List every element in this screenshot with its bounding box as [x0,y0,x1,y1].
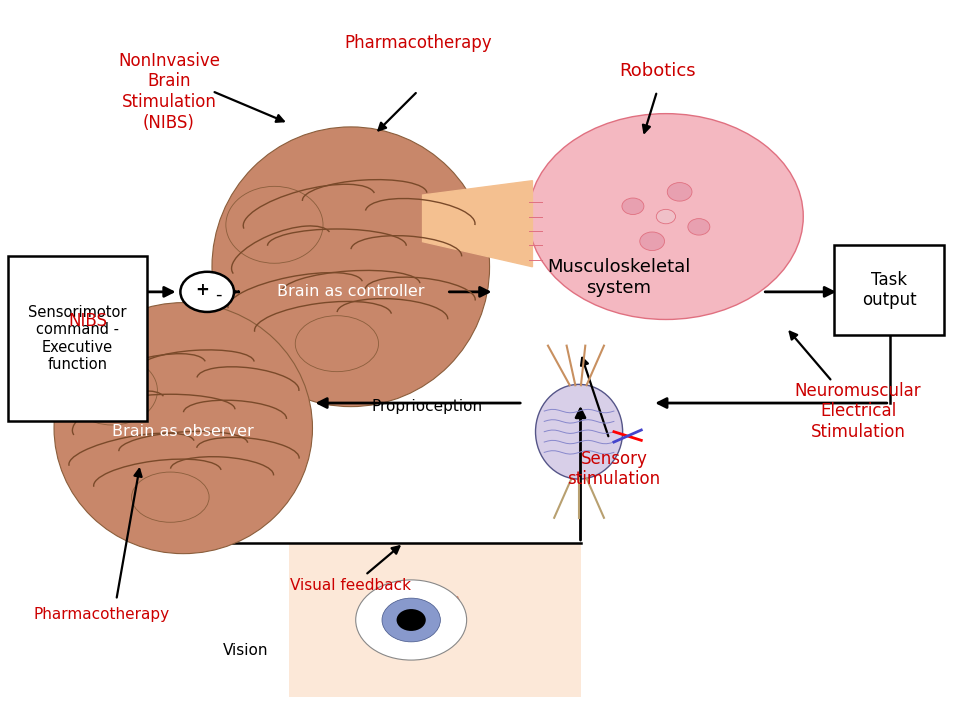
Circle shape [529,114,804,320]
Text: Task
output: Task output [862,271,917,310]
Text: -: - [215,286,222,304]
Text: Visual feedback: Visual feedback [290,578,411,593]
Text: Robotics: Robotics [619,63,695,81]
FancyBboxPatch shape [8,256,147,421]
Text: Sensory
stimulation: Sensory stimulation [567,450,660,488]
Circle shape [180,271,234,312]
FancyBboxPatch shape [834,246,945,335]
Circle shape [396,609,426,631]
Ellipse shape [132,472,209,522]
Circle shape [667,183,692,201]
Text: Neuromuscular
Electrical
Stimulation: Neuromuscular Electrical Stimulation [795,382,922,441]
Ellipse shape [226,186,323,264]
Ellipse shape [296,315,378,372]
Polygon shape [422,181,533,267]
Circle shape [382,598,441,642]
Text: Vision: Vision [223,643,268,658]
Ellipse shape [536,384,623,479]
Circle shape [622,198,644,215]
Circle shape [688,219,709,235]
Circle shape [657,210,676,224]
Ellipse shape [67,356,157,425]
FancyBboxPatch shape [422,45,815,403]
Text: Brain as controller: Brain as controller [277,284,424,300]
Text: Pharmacotherapy: Pharmacotherapy [344,34,492,52]
Ellipse shape [212,127,490,407]
FancyBboxPatch shape [289,543,581,697]
Text: Pharmacotherapy: Pharmacotherapy [34,607,170,622]
Text: Sensorimotor
command -
Executive
function: Sensorimotor command - Executive functio… [28,305,127,372]
FancyBboxPatch shape [523,346,647,518]
Text: NonInvasive
Brain
Stimulation
(NIBS): NonInvasive Brain Stimulation (NIBS) [118,52,220,132]
Text: +: + [196,281,209,299]
Text: Proprioception: Proprioception [372,399,483,414]
Text: Musculoskeletal
system: Musculoskeletal system [547,258,690,297]
Ellipse shape [356,580,467,660]
Circle shape [639,232,664,251]
Text: Brain as observer: Brain as observer [112,424,254,439]
Ellipse shape [54,302,313,554]
Text: NIBS: NIBS [68,312,107,330]
